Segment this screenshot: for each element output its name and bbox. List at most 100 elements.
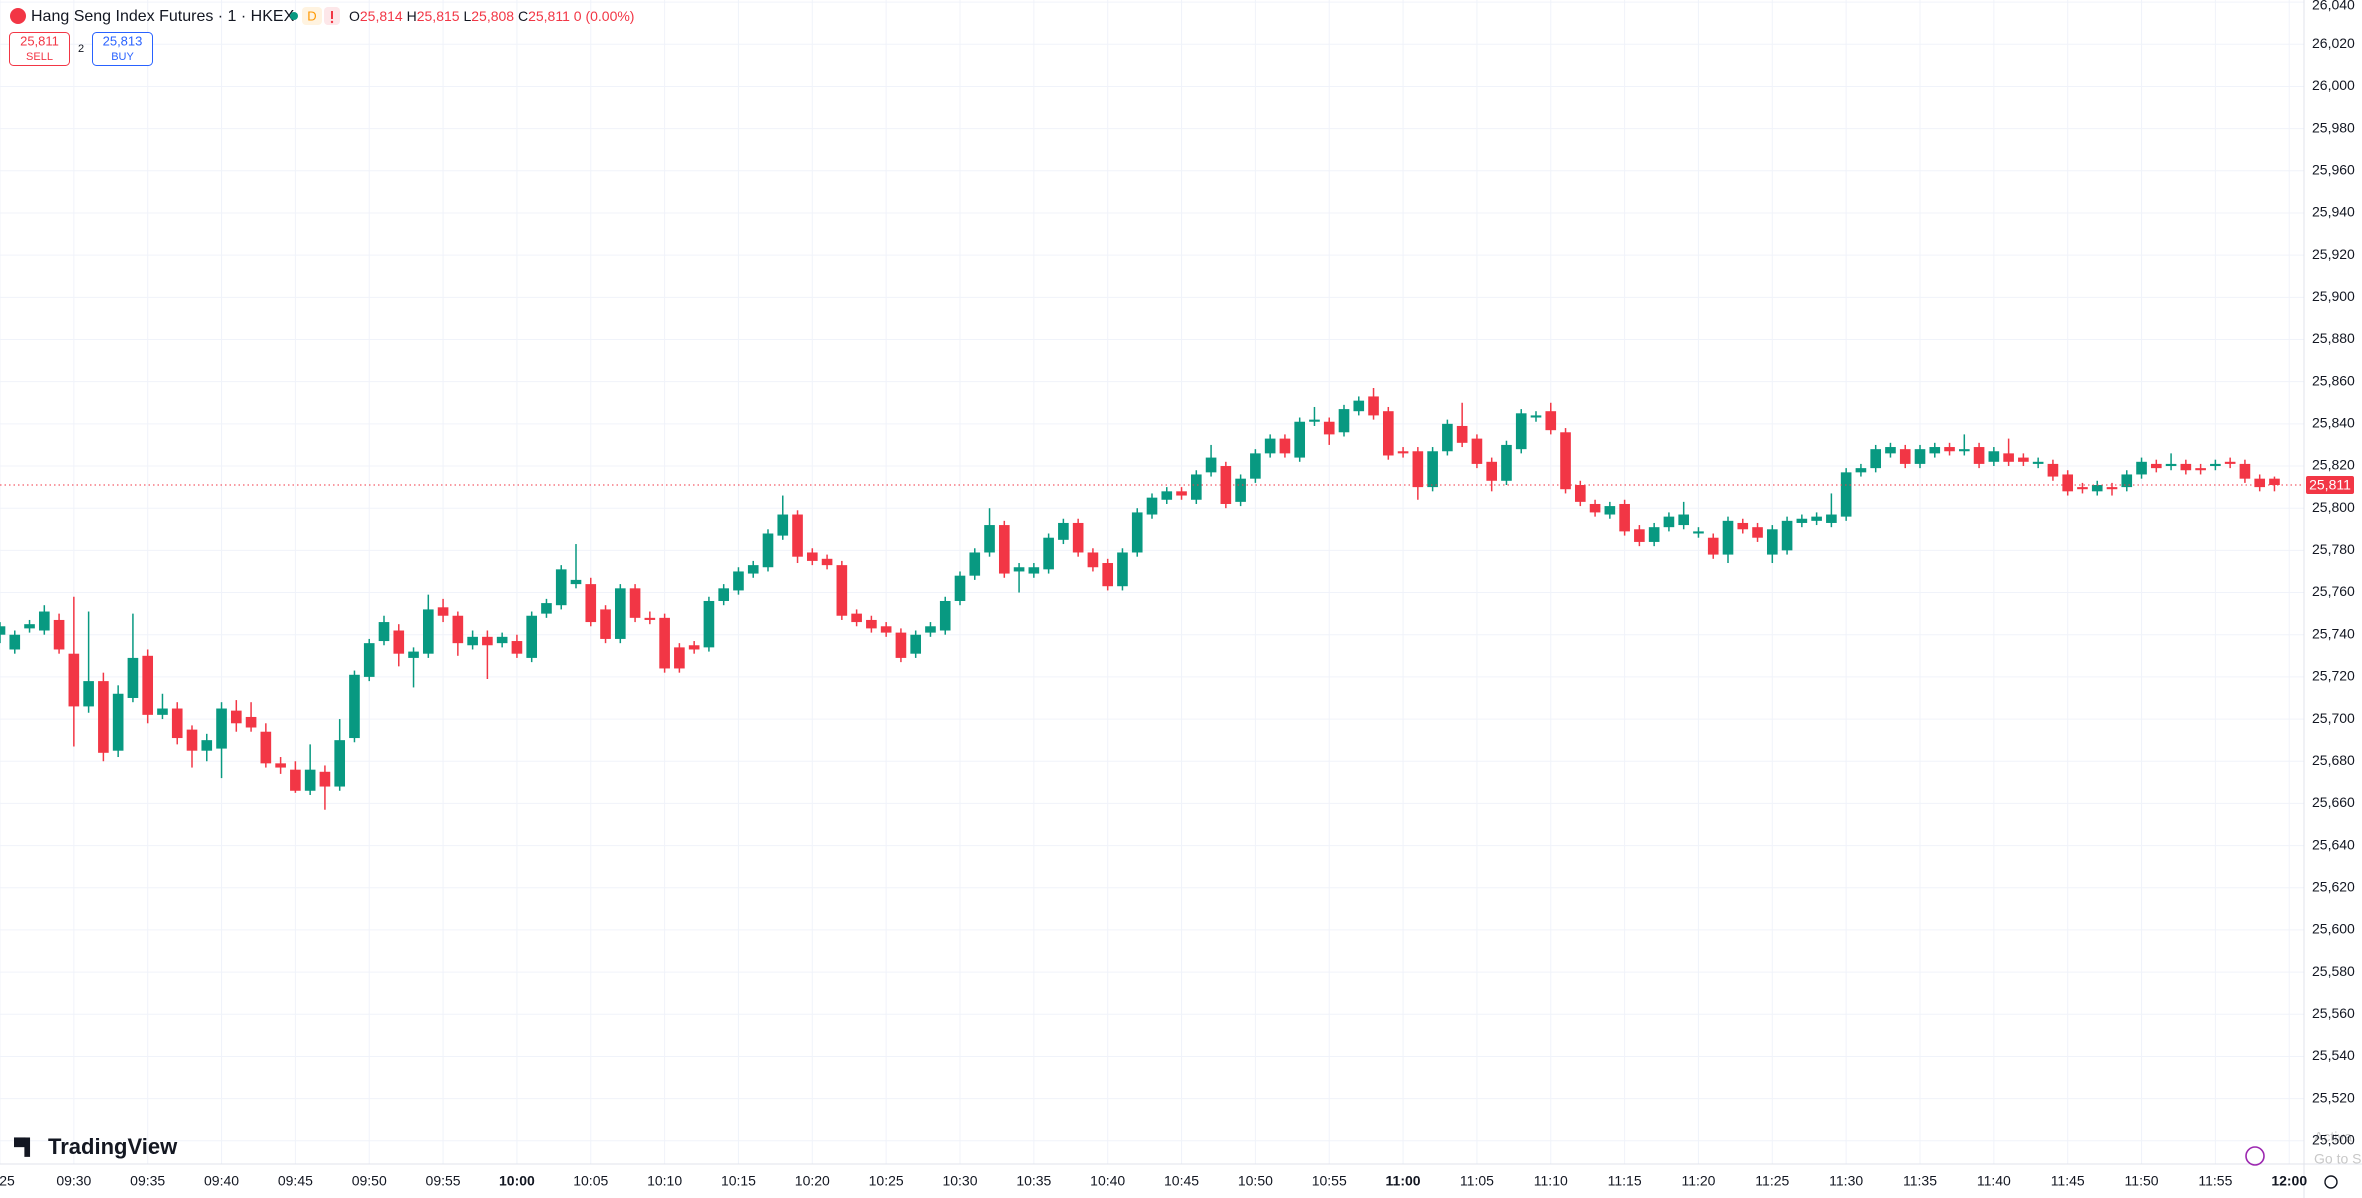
candle-body [1471,438,1483,464]
candle-body [2106,487,2118,490]
candle-body [2224,461,2236,464]
candle-body [1737,522,1749,530]
y-tick-label: 25,800 [2312,499,2355,515]
y-tick-label: 25,880 [2312,330,2355,346]
candle-body [2062,474,2074,492]
x-tick-label: 11:25 [1755,1173,1789,1189]
y-tick-label: 25,980 [2312,119,2355,135]
candle-body [2165,463,2177,467]
x-tick-label: 09:30 [56,1173,91,1189]
candle-body [304,769,316,791]
x-tick-label: 10:50 [1238,1173,1273,1189]
x-tick-label: 11:40 [1977,1173,2011,1189]
y-tick-label: 25,520 [2312,1089,2355,1105]
candle-body [186,729,198,751]
candle-body [998,525,1010,574]
candle-body [260,731,272,764]
last-price-label: 25,811 [2309,477,2351,493]
x-tick-label: 10:40 [1090,1173,1125,1189]
lightning-icon[interactable] [2245,1146,2265,1166]
y-tick-label: 25,740 [2312,625,2355,641]
candle-body [2077,487,2088,490]
x-tick-label: 11:55 [2198,1173,2232,1189]
candle-body [688,645,700,650]
candle-body [157,708,168,715]
candle-body [1013,567,1025,572]
candle-body [1958,449,1970,452]
x-tick-label: 11:00 [1386,1173,1421,1189]
x-tick-label: 11:15 [1608,1173,1642,1189]
candle-body [1796,518,1808,523]
candle-body [585,584,597,623]
x-tick-label: 10:25 [869,1173,904,1189]
ohlc-value: 25,808 [471,8,514,24]
candle-body [1146,497,1158,515]
candle-body [1205,457,1217,473]
symbol-icon[interactable] [10,8,26,24]
ohlc-value: 25,811 [528,8,570,24]
x-tick-label: 11:45 [2051,1173,2085,1189]
status-dot [290,12,298,20]
candle-body [703,600,715,648]
candle-body [555,569,567,606]
spread: 2 [78,43,84,55]
candle-body [68,653,80,707]
y-tick-label: 25,960 [2312,162,2355,178]
ohlc-legend: O25,814 H25,815 L25,808 C25,811 0 (0.00%… [349,8,634,24]
candle-body [629,588,641,618]
candle-body [1131,512,1143,553]
candle-body [2195,468,2206,471]
candle-body [851,613,862,623]
candle-body [1442,423,1453,452]
y-tick-label: 25,920 [2312,246,2355,262]
candle-body [319,771,331,787]
candle-body [363,643,375,677]
candle-body [1678,514,1690,526]
candle-body [83,681,94,707]
candle-body [2047,463,2059,477]
candle-body [2180,463,2192,471]
buy-price: 25,813 [103,33,143,48]
candle-body [171,708,183,739]
ohlc-key: L [463,8,471,24]
candle-body [1973,447,1985,464]
buy-button[interactable] [92,32,153,66]
candle-body [2032,461,2044,464]
logo-mark: ▀▌ [14,1137,35,1157]
candle-body [1663,516,1675,528]
grid [0,0,2304,1164]
candle-body [38,611,50,631]
ohlc-value: 25,814 [360,8,403,24]
candle-body [2136,461,2147,475]
candle-body [1811,516,1822,521]
y-tick-label: 25,600 [2312,921,2355,937]
candle-body [24,624,35,629]
x-tick-label: 09:35 [130,1173,165,1189]
last-price-box [2306,476,2354,494]
ohlc-key: C [518,8,528,24]
settings-icon[interactable] [2324,1175,2338,1189]
y-tick-label: 25,760 [2312,583,2355,599]
x-tick-label: 09:40 [204,1173,239,1189]
y-tick-label: 25,860 [2312,372,2355,388]
candle-body [659,617,670,669]
candle-body [2210,463,2221,467]
candles [0,388,2280,810]
sell-button[interactable] [9,32,70,66]
branding[interactable]: TradingView [48,1134,178,1159]
candle-body [1826,514,1837,523]
x-tick-label: 09:55 [426,1173,461,1189]
candle-body [1117,552,1128,587]
candle-body [393,630,405,654]
candle-body [526,615,538,658]
candle-body [1353,400,1365,412]
x-tick-label: 10:35 [1016,1173,1051,1189]
y-tick-label: 26,020 [2312,35,2355,51]
candle-body [2269,478,2280,485]
candle-body [1634,529,1645,542]
y-tick-label: 25,820 [2312,457,2355,473]
candle-body [201,740,213,751]
y-tick-label: 25,560 [2312,1005,2355,1021]
y-tick-label: 25,900 [2312,288,2355,304]
